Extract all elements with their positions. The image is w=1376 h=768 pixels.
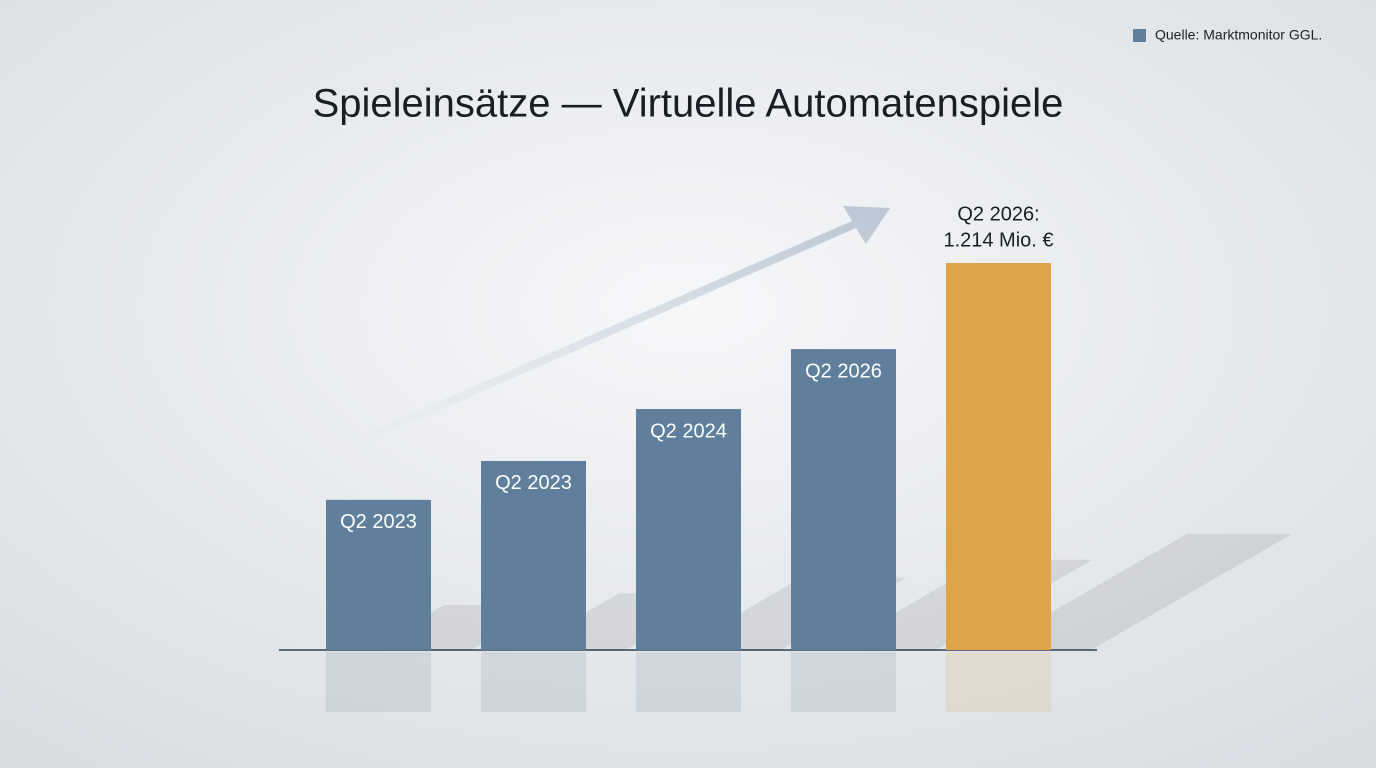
bar-label: Q2 2023 [495,472,572,494]
trend-arrow [356,206,890,445]
chart-title: Spieleinsätze — Virtuelle Automatenspiel… [313,82,1064,126]
value-label: 1.214 Mio. € [943,229,1053,251]
bar-reflection [326,652,431,712]
bar [636,409,741,650]
bar-reflection [481,652,586,712]
bar-label: Q2 2024 [650,420,727,442]
bar-shadow [985,533,1293,651]
bar-label: Q2 2026 [805,360,882,382]
legend-swatch [1133,29,1146,42]
source: Quelle: Marktmonitor GGL. [1155,27,1322,43]
bar-reflection [636,652,741,712]
bar-label: Q2 2023 [340,511,417,533]
bar [791,349,896,650]
bar-label: Q2 2026: [957,203,1039,225]
bar [481,460,586,650]
bar-reflection [946,652,1051,712]
bar-reflection [791,652,896,712]
bar [326,499,431,650]
bar [946,263,1051,650]
